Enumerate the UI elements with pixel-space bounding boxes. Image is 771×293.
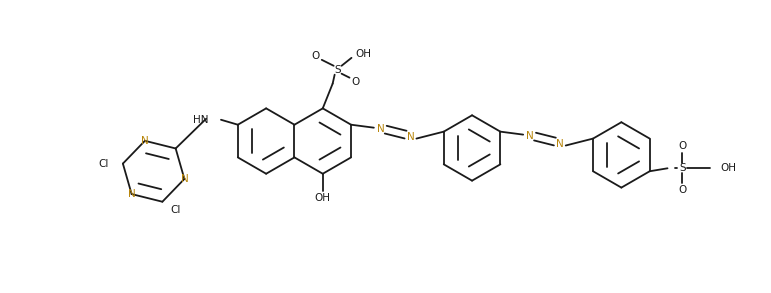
Text: N: N (377, 124, 385, 134)
Text: O: O (678, 185, 686, 195)
Text: S: S (679, 163, 685, 173)
Text: Cl: Cl (170, 205, 180, 215)
Text: O: O (311, 51, 320, 61)
Text: HN: HN (193, 115, 208, 125)
Text: Cl: Cl (99, 159, 109, 168)
Text: S: S (335, 65, 341, 75)
Text: O: O (678, 142, 686, 151)
Text: N: N (556, 139, 564, 149)
Text: OH: OH (315, 193, 331, 202)
Text: N: N (406, 132, 414, 142)
Text: N: N (128, 189, 136, 199)
Text: OH: OH (355, 49, 372, 59)
Text: O: O (352, 77, 359, 87)
Text: N: N (180, 174, 188, 184)
Text: OH: OH (720, 163, 736, 173)
Text: N: N (141, 136, 149, 146)
Text: N: N (527, 131, 534, 141)
